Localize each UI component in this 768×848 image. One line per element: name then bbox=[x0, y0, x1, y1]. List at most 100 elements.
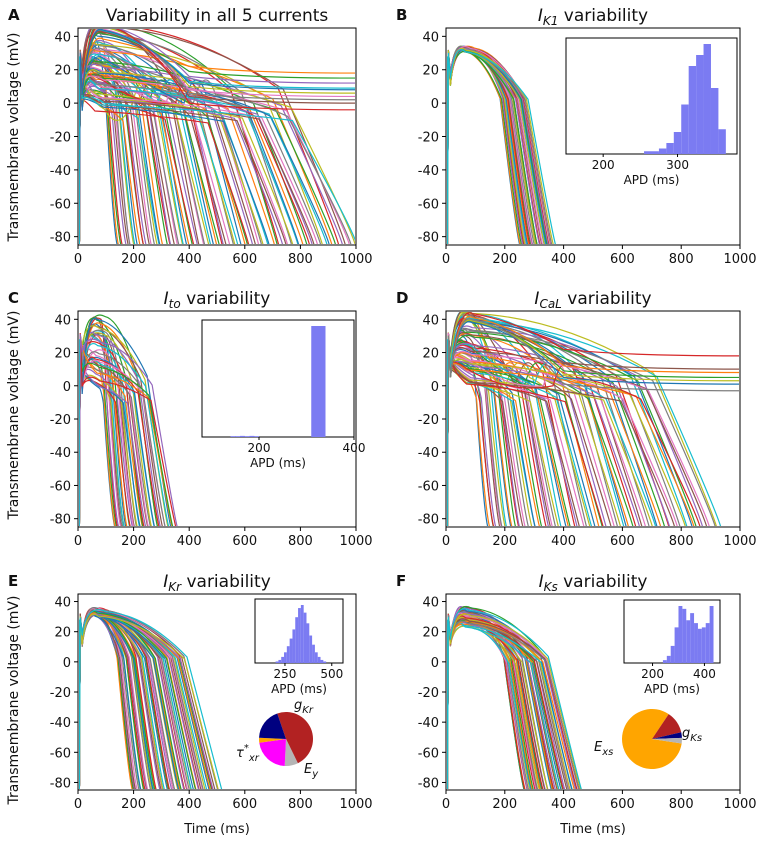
histogram-bar bbox=[696, 55, 704, 154]
histogram-bar bbox=[682, 608, 687, 663]
histogram-bar bbox=[298, 608, 301, 663]
y-tick-label: -20 bbox=[418, 131, 439, 146]
title-rest-B: variability bbox=[558, 6, 648, 26]
trace-line bbox=[79, 333, 178, 526]
trace-line bbox=[447, 339, 604, 526]
inset-x-label: APD (ms) bbox=[624, 173, 680, 187]
histogram-bar bbox=[317, 656, 321, 663]
panel-letter-A: A bbox=[8, 6, 20, 24]
x-tick-label: 0 bbox=[74, 252, 82, 267]
trace-line bbox=[79, 338, 166, 526]
x-tick-label: 200 bbox=[492, 797, 517, 812]
pie-label-exs-main: E bbox=[594, 740, 603, 755]
x-tick-label: 600 bbox=[610, 534, 635, 549]
title-main-D: I bbox=[534, 289, 539, 309]
histogram-bar bbox=[651, 151, 659, 154]
histogram-bar bbox=[314, 652, 318, 663]
histogram-bar bbox=[312, 644, 315, 663]
x-tick-label: 600 bbox=[610, 252, 635, 267]
trace-line bbox=[79, 317, 172, 526]
title-sub-C: to bbox=[169, 297, 181, 311]
trace-line bbox=[79, 336, 160, 526]
title-main-C: I bbox=[164, 289, 169, 309]
trace-line bbox=[79, 42, 323, 244]
inset-x-tick-label: 500 bbox=[320, 667, 343, 681]
trace-line bbox=[79, 336, 174, 526]
trace-line bbox=[447, 338, 524, 526]
inset-frame-C bbox=[201, 319, 355, 438]
pie-label-tau-main: τ bbox=[236, 746, 244, 761]
trace-line bbox=[79, 52, 313, 244]
y-tick-label: -60 bbox=[418, 746, 439, 761]
trace-line bbox=[447, 312, 717, 526]
title-rest-E: variability bbox=[181, 572, 271, 592]
trace-line bbox=[447, 608, 582, 789]
trace-line bbox=[447, 334, 646, 526]
pie-slice bbox=[652, 732, 682, 739]
trace-line bbox=[447, 333, 675, 526]
traces-C bbox=[79, 314, 178, 526]
x-tick-label: 400 bbox=[177, 252, 202, 267]
traces-F bbox=[447, 606, 582, 789]
inset-x-tick-label: 250 bbox=[274, 667, 297, 681]
pie-label-tau-sup: * bbox=[244, 743, 249, 754]
trace-line bbox=[447, 613, 581, 789]
x-tick-label: 1000 bbox=[339, 534, 372, 549]
pie-label-gkr-main: g bbox=[294, 698, 302, 713]
title-sub-E: Kr bbox=[168, 580, 182, 594]
chart-title-F: IKs variability bbox=[539, 572, 648, 594]
y-tick-label: -60 bbox=[418, 197, 439, 212]
trace-line bbox=[79, 52, 330, 244]
histogram-bar bbox=[662, 660, 667, 663]
y-tick-label: -20 bbox=[50, 686, 71, 701]
histogram-bar bbox=[718, 129, 726, 154]
trace-line bbox=[79, 336, 138, 526]
trace-line bbox=[79, 53, 239, 244]
trace-line bbox=[79, 333, 141, 526]
trace-line bbox=[79, 49, 315, 244]
panel-letter-B: B bbox=[396, 6, 407, 24]
x-tick-label: 200 bbox=[492, 252, 517, 267]
histogram-bar bbox=[703, 44, 711, 154]
histogram-bar bbox=[278, 659, 282, 663]
histogram-bar bbox=[303, 612, 307, 663]
pie-slice bbox=[652, 737, 683, 744]
y-tick-label: -20 bbox=[418, 413, 439, 428]
y-axis-label-row1: Transmembrane voltage (mV) bbox=[6, 33, 22, 243]
y-tick-label: 40 bbox=[422, 313, 439, 328]
y-tick-label: -80 bbox=[50, 231, 71, 246]
y-tick-label: -40 bbox=[418, 716, 439, 731]
trace-line bbox=[447, 614, 580, 789]
y-tick-label: -40 bbox=[418, 446, 439, 461]
panel-letter-C: C bbox=[8, 289, 19, 307]
x-tick-label: 0 bbox=[442, 534, 450, 549]
histogram-bar bbox=[292, 629, 296, 663]
histogram-bar bbox=[323, 661, 327, 663]
histogram-bar bbox=[320, 659, 324, 663]
x-tick-label: 400 bbox=[177, 797, 202, 812]
pie-label-gkr-sub: Kr bbox=[302, 705, 314, 716]
pie-label-exs-sub: xs bbox=[601, 747, 613, 758]
y-tick-label: 0 bbox=[431, 97, 439, 112]
pie-label-ey-main: E bbox=[304, 762, 313, 777]
x-tick-label: 600 bbox=[610, 797, 635, 812]
y-tick-label: 20 bbox=[54, 626, 71, 641]
x-tick-label: 800 bbox=[288, 252, 313, 267]
trace-line bbox=[447, 335, 678, 526]
x-tick-label: 200 bbox=[121, 252, 146, 267]
trace-line bbox=[447, 49, 556, 244]
x-axis-label-right: Time (ms) bbox=[559, 822, 626, 837]
y-tick-label: -80 bbox=[50, 776, 71, 791]
pie-E: gKr Ey τ*xr bbox=[236, 698, 319, 780]
pie-slice bbox=[259, 713, 286, 739]
histogram-bar bbox=[244, 436, 250, 437]
pie-slice bbox=[622, 709, 682, 770]
x-tick-label: 1000 bbox=[723, 252, 756, 267]
histogram-bar bbox=[300, 605, 304, 663]
y-tick-label: -40 bbox=[50, 716, 71, 731]
pie-slice bbox=[277, 711, 314, 764]
